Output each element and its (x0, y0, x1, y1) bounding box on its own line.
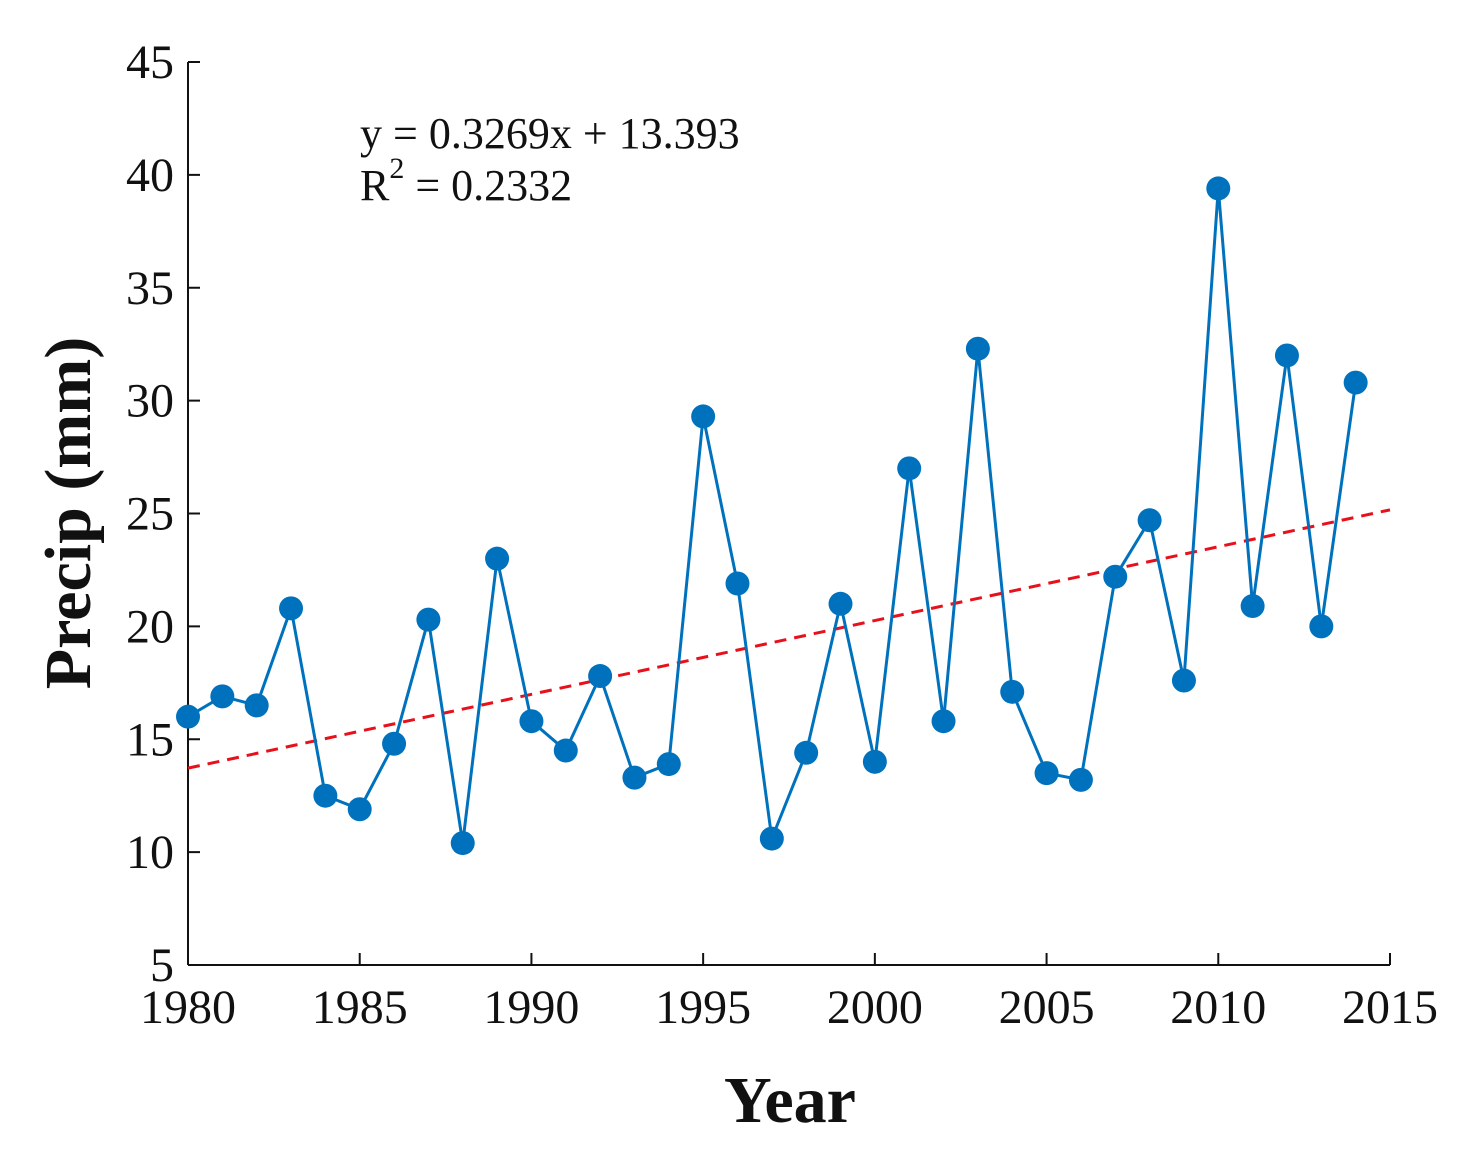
data-point (519, 709, 544, 734)
data-point (382, 731, 407, 756)
x-tick-label: 1985 (312, 981, 408, 1034)
data-point (965, 336, 990, 361)
y-tick-label: 5 (150, 939, 174, 992)
r-squared-superscript: 2 (389, 152, 404, 185)
x-tick-label: 2000 (827, 981, 923, 1034)
data-point (725, 571, 750, 596)
x-tick-label: 2005 (999, 981, 1095, 1034)
x-axis-title: Year (724, 1064, 856, 1137)
data-point (794, 740, 819, 765)
data-point (1034, 761, 1059, 786)
data-point (897, 456, 922, 481)
x-tick-label: 1980 (140, 981, 236, 1034)
x-tick-label: 2010 (1170, 981, 1266, 1034)
r-squared-label: R2 = 0.2332 (360, 152, 572, 210)
trendline-group (187, 508, 1391, 770)
y-tick-label: 30 (126, 375, 174, 428)
y-tick-label: 25 (126, 488, 174, 541)
data-point (244, 693, 269, 718)
data-point (1206, 176, 1231, 201)
data-point (1309, 614, 1334, 639)
data-point (622, 765, 647, 790)
chart-ticks: 1980 1985 1990 1995 2000 2005 2010 2015 5 10 15 20 2… (126, 36, 1438, 1034)
data-point (313, 783, 338, 808)
y-tick-label: 10 (126, 826, 174, 879)
data-point (485, 546, 510, 571)
y-tick-label: 15 (126, 713, 174, 766)
data-point (931, 709, 956, 734)
data-point (176, 704, 200, 729)
x-tick-label: 1990 (483, 981, 579, 1034)
series-group (176, 176, 1368, 856)
trend-equation: y = 0.3269x + 13.393 (360, 109, 740, 158)
data-point (1103, 564, 1128, 589)
data-point (1171, 668, 1196, 693)
y-tick-label: 40 (126, 149, 174, 202)
data-point (1274, 343, 1299, 368)
data-point (588, 664, 613, 689)
data-point (450, 831, 475, 856)
r-squared-value: = 0.2332 (404, 161, 572, 210)
data-point (1137, 508, 1162, 533)
r-squared-letter: R (360, 161, 390, 210)
data-point (416, 607, 441, 632)
x-tick-label: 2015 (1342, 981, 1438, 1034)
data-point (347, 797, 372, 822)
data-point (862, 749, 887, 774)
data-point (656, 752, 681, 777)
data-point (828, 591, 853, 616)
x-tick-label: 1995 (655, 981, 751, 1034)
data-point (553, 738, 578, 763)
y-axis-title: Precip (mm) (32, 337, 105, 689)
data-point (691, 404, 716, 429)
data-point (210, 684, 235, 709)
data-point (1240, 594, 1265, 619)
data-point (279, 596, 304, 621)
y-tick-label: 45 (126, 36, 174, 89)
data-point (1068, 767, 1093, 792)
data-point (1343, 370, 1368, 395)
trendline (187, 508, 1391, 770)
data-point (1000, 679, 1025, 704)
data-point (759, 826, 784, 851)
series-line (187, 188, 1358, 845)
y-tick-label: 35 (126, 262, 174, 315)
y-tick-label: 20 (126, 600, 174, 653)
